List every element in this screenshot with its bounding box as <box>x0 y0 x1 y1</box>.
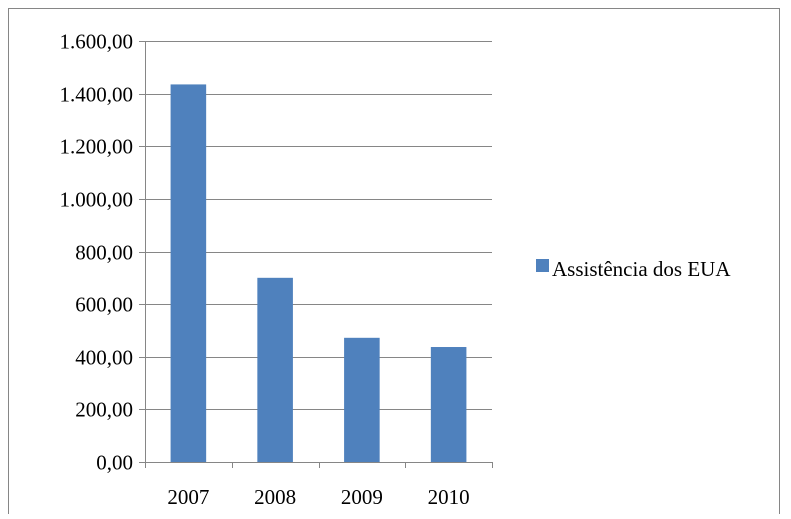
legend: Assistência dos EUA <box>536 257 731 281</box>
x-tick-label: 2010 <box>428 485 470 509</box>
chart-frame <box>8 8 780 514</box>
x-tick-label: 2007 <box>167 485 209 509</box>
y-tick-label: 1.200,00 <box>60 135 134 159</box>
y-tick-label: 1.400,00 <box>60 83 134 107</box>
legend-swatch <box>536 259 549 272</box>
legend-label: Assistência dos EUA <box>552 257 731 281</box>
y-tick-label: 0,00 <box>96 451 133 475</box>
x-tick-labels: 2007 2008 2009 2010 <box>167 485 469 509</box>
bar-2008 <box>257 277 293 462</box>
y-tick-label: 1.000,00 <box>60 188 134 212</box>
y-tick-label: 200,00 <box>75 398 133 422</box>
bar-2007 <box>170 84 207 463</box>
bar-2010 <box>430 347 467 462</box>
y-tick-label: 400,00 <box>75 346 133 370</box>
bars <box>170 84 467 463</box>
y-tick-label: 800,00 <box>75 241 133 265</box>
x-tick-label: 2008 <box>254 485 296 509</box>
y-tick-label: 600,00 <box>75 293 133 317</box>
bar-2009 <box>344 337 380 462</box>
x-tick-label: 2009 <box>341 485 383 509</box>
y-tick-label: 1.600,00 <box>60 30 134 54</box>
axes <box>139 41 493 468</box>
y-tick-labels: 0,00 200,00 400,00 600,00 800,00 1.000,00 1.20… <box>60 30 134 475</box>
